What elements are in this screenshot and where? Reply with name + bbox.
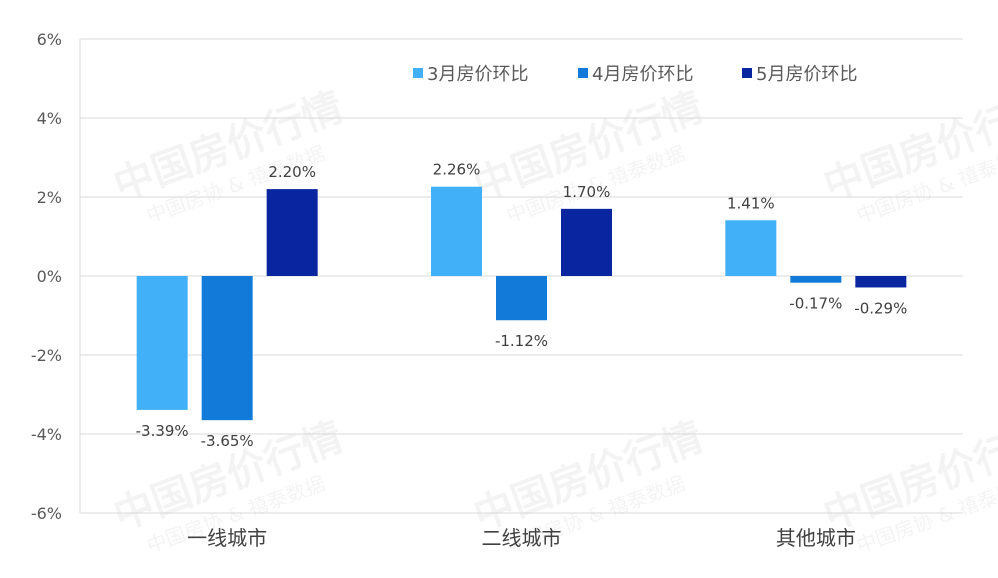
data-label: -3.39%: [136, 422, 189, 440]
x-category-label: 其他城市: [776, 526, 856, 550]
y-tick-label: -2%: [31, 346, 62, 365]
legend-label: 5月房价环比: [756, 64, 857, 85]
bar: [201, 276, 253, 421]
y-tick-label: -6%: [31, 504, 62, 523]
legend-swatch: [578, 68, 588, 78]
x-category-label: 二线城市: [482, 526, 562, 550]
watermark: 中国房价行情 中国房协 & 禧泰数据: [818, 84, 998, 228]
legend-label: 4月房价环比: [592, 64, 693, 85]
data-label: -1.12%: [495, 332, 548, 350]
legend-swatch: [742, 68, 752, 78]
y-tick-label: 4%: [37, 109, 62, 128]
data-label: 2.20%: [268, 163, 316, 181]
legend-swatch: [413, 68, 423, 78]
y-tick-label: 2%: [37, 188, 62, 207]
data-label: -0.17%: [789, 295, 842, 313]
y-tick-label: 6%: [37, 30, 62, 49]
y-tick-label: -4%: [31, 425, 62, 444]
data-label: 1.41%: [727, 194, 775, 212]
x-axis: 一线城市 二线城市 其他城市: [187, 526, 856, 550]
x-category-label: 一线城市: [187, 526, 267, 550]
bar: [266, 189, 318, 276]
watermark: 中国房价行情 中国房协 & 禧泰数据: [108, 84, 349, 228]
bars: [136, 186, 907, 421]
bar: [855, 276, 907, 288]
y-tick-label: 0%: [37, 267, 62, 286]
data-label: 1.70%: [563, 183, 611, 201]
bar: [496, 276, 547, 321]
data-labels: -3.39% -3.65% 2.20% 2.26% -1.12% 1.70% 1.41% -0…: [136, 161, 908, 450]
data-label: -3.65%: [201, 432, 254, 450]
bar: [136, 276, 188, 410]
legend: 3月房价环比 4月房价环比 5月房价环比: [413, 64, 857, 85]
bar: [790, 276, 842, 283]
bar: [725, 220, 777, 276]
legend-label: 3月房价环比: [427, 64, 528, 85]
bar: [561, 208, 612, 276]
data-label: -0.29%: [854, 299, 907, 317]
data-label: 2.26%: [433, 161, 481, 179]
bar: [431, 186, 482, 276]
y-axis: 6% 4% 2% 0% -2% -4% -6%: [31, 30, 62, 523]
